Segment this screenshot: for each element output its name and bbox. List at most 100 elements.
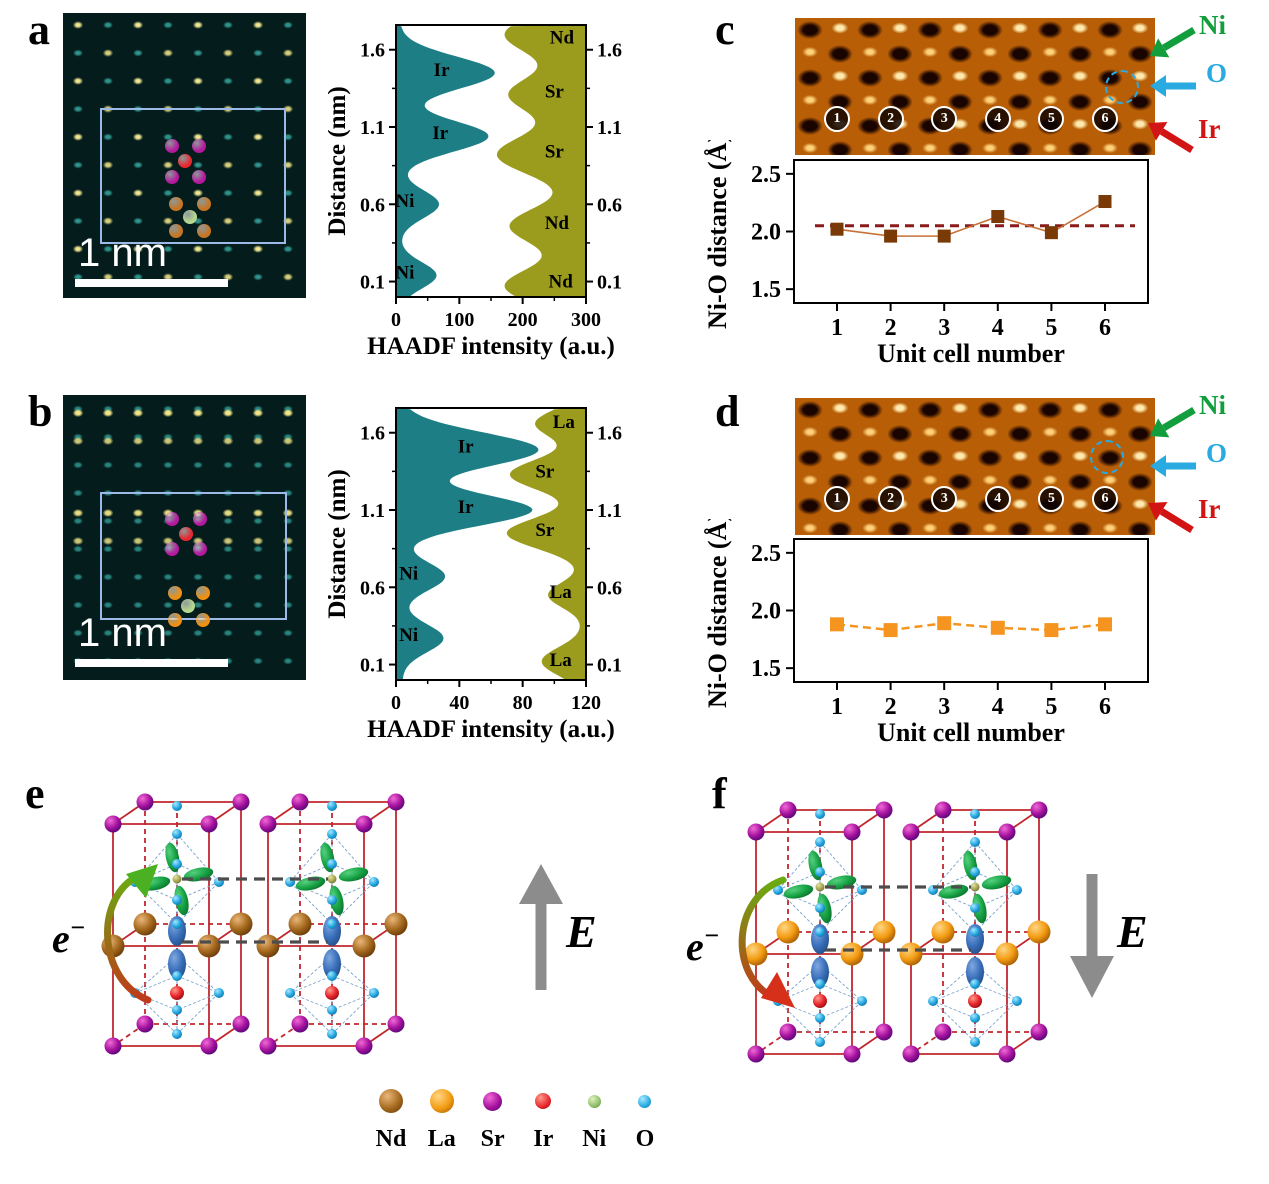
unit-cell-number-2: 2	[877, 106, 904, 132]
peak-label-Sr: Sr	[545, 81, 565, 102]
ir-atom-label: Ir	[1198, 494, 1221, 524]
overlay-atom-dot	[169, 224, 183, 238]
sr-atom	[934, 801, 952, 819]
panel-label-c: c	[715, 5, 735, 54]
legend-item-sr: Sr	[470, 1086, 516, 1153]
peak-label-Nd: Nd	[550, 27, 575, 48]
y-axis-title: Ni-O distance (Å)	[703, 519, 732, 708]
a-site-atom	[744, 942, 768, 966]
o-atom	[327, 1029, 337, 1039]
o-atom	[172, 919, 182, 929]
ir-atom	[170, 986, 184, 1000]
unit-cell-number-1: 1	[824, 486, 850, 512]
x-tick-label: 40	[449, 692, 469, 714]
legend-item-la: La	[419, 1086, 465, 1153]
peak-label-Ni: Ni	[399, 625, 418, 646]
legend-label: O	[635, 1126, 655, 1152]
field-arrow-shaft	[535, 902, 547, 990]
sr-atom	[200, 1037, 218, 1055]
o-atom	[970, 927, 980, 937]
sr-atom	[843, 1045, 861, 1063]
peak-label-Ir: Ir	[434, 60, 450, 81]
legend-label: Nd	[375, 1126, 407, 1152]
y-tick-label: 1.1	[360, 500, 385, 522]
peak-label-Sr: Sr	[545, 142, 565, 163]
sr-atom	[998, 823, 1016, 841]
o-atom	[815, 837, 825, 847]
a-site-atom	[384, 912, 408, 936]
dz2-orbital-lower-lobe	[811, 957, 829, 987]
sr-atom	[259, 815, 277, 833]
profile-area-B-site-Ir-Ni	[396, 25, 495, 297]
o-atom	[172, 859, 182, 869]
o-atom	[970, 979, 980, 989]
x-axis-title: Unit cell number	[877, 339, 1065, 368]
o-atom	[815, 1013, 825, 1023]
electron-hopping-arrow	[738, 876, 787, 1002]
la-atom-sphere-icon	[429, 1089, 454, 1113]
roi-box	[100, 108, 286, 244]
panel-label-a: a	[28, 5, 50, 54]
o-atom	[327, 829, 337, 839]
ir-atom-label: Ir	[1198, 114, 1221, 144]
panel-label-d: d	[715, 387, 740, 436]
unit-cell-number-5: 5	[1038, 486, 1065, 512]
scale-bar	[75, 279, 228, 287]
sr-atom	[355, 1037, 373, 1055]
a-site-atom	[840, 942, 864, 966]
o-atom-label: O	[1206, 58, 1228, 88]
overlay-atom-dot	[178, 154, 192, 168]
dz2-orbital-lower-lobe	[323, 949, 341, 979]
o-atom	[773, 885, 783, 895]
legend-item-ni: Ni	[571, 1086, 617, 1153]
o-atom	[970, 903, 980, 913]
electron-label: e−	[52, 913, 86, 961]
x-tick-label: 1	[831, 315, 843, 341]
o-atom-sphere-icon	[638, 1094, 652, 1108]
peak-label-La: La	[550, 650, 573, 671]
overlay-atom-dot	[168, 586, 182, 600]
a-site-atom	[352, 934, 376, 958]
y-tick-label: 0.1	[597, 655, 622, 677]
unit-cell-number-5: 5	[1038, 106, 1065, 132]
dz2-orbital-lower-lobe	[168, 949, 186, 979]
plot-frame	[793, 159, 1149, 304]
a-site-atom	[899, 942, 923, 966]
overlay-atom-dot	[169, 197, 183, 211]
x-tick-label: 0	[391, 309, 401, 331]
roi-box	[100, 492, 287, 620]
oxygen-site-dashed-circle	[1090, 440, 1124, 474]
data-point-marker	[884, 229, 898, 243]
x-tick-label: 3	[938, 315, 950, 341]
sr-atom	[747, 823, 765, 841]
unit-cell-number-3: 3	[931, 486, 958, 512]
data-point-marker	[991, 210, 1005, 224]
y-tick-label: 1.1	[597, 117, 622, 139]
a-site-atom	[197, 934, 221, 958]
o-atom	[214, 988, 224, 998]
a-site-atom	[133, 912, 157, 936]
sr-atom	[747, 1045, 765, 1063]
x-axis-title: Unit cell number	[877, 718, 1065, 747]
x-tick-label: 6	[1099, 315, 1111, 341]
scale-bar	[75, 659, 228, 667]
x-tick-label: 120	[571, 692, 601, 714]
unit-cell-number-4: 4	[984, 486, 1011, 512]
o-atom	[815, 927, 825, 937]
y-axis-title: Ni-O distance (Å)	[703, 140, 732, 329]
profile-area-B-site-Ir-Ni	[396, 408, 539, 680]
overlay-atom-dot	[197, 197, 211, 211]
sr-atom	[875, 801, 893, 819]
ni-atom-center	[815, 882, 825, 892]
ir-atom-sphere-icon	[535, 1093, 552, 1109]
sr-atom	[104, 1037, 122, 1055]
unit-cell-number-2: 2	[877, 486, 904, 512]
sr-atom	[259, 1037, 277, 1055]
data-point-marker	[1098, 617, 1112, 632]
y-tick-label: 2.0	[751, 220, 781, 246]
y-tick-label: 2.5	[751, 541, 781, 567]
plot-frame	[793, 538, 1149, 683]
y-axis-title: Distance (nm)	[328, 469, 351, 618]
